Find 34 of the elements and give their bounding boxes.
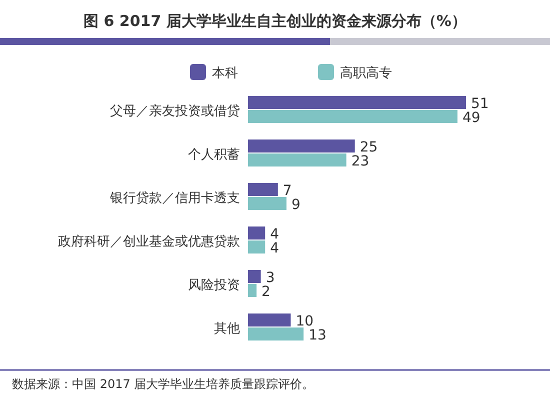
data-label: 49	[462, 110, 480, 126]
data-label: 9	[291, 197, 300, 213]
data-label: 13	[308, 328, 326, 344]
data-label: 10	[296, 314, 314, 330]
bar	[248, 110, 458, 123]
data-label: 4	[270, 226, 280, 242]
data-label: 51	[471, 96, 489, 112]
legend-label: 本科	[212, 66, 238, 81]
bar	[248, 240, 266, 254]
bar	[248, 140, 355, 152]
data-label: 23	[351, 154, 370, 170]
bar	[248, 328, 304, 340]
chart-title: 图 6 2017 届大学毕业生自主创业的资金来源分布（%）	[84, 12, 466, 30]
y-tick-label: 风险投资	[188, 278, 240, 293]
source-note: 数据来源：中国 2017 届大学毕业生培养质量跟踪评价。	[12, 377, 314, 391]
data-label: 25	[360, 140, 378, 156]
bar	[248, 284, 257, 297]
bar	[248, 183, 278, 196]
y-tick-label: 父母／亲友投资或借贷	[110, 104, 240, 119]
data-label: 7	[282, 183, 292, 199]
bar	[248, 270, 261, 283]
data-label: 2	[262, 284, 270, 300]
bar	[248, 197, 286, 210]
bar	[248, 314, 291, 326]
legend-label: 高职高专	[340, 65, 392, 81]
bar	[248, 226, 266, 240]
data-label: 3	[266, 270, 275, 286]
data-label: 4	[270, 240, 280, 256]
y-tick-label: 个人积蓄	[188, 148, 240, 162]
y-tick-label: 其他	[214, 322, 240, 336]
y-tick-label: 政府科研／创业基金或优惠贷款	[58, 234, 240, 250]
bar	[248, 96, 466, 109]
bar	[248, 154, 346, 166]
y-tick-label: 银行贷款／信用卡透支	[109, 191, 240, 206]
